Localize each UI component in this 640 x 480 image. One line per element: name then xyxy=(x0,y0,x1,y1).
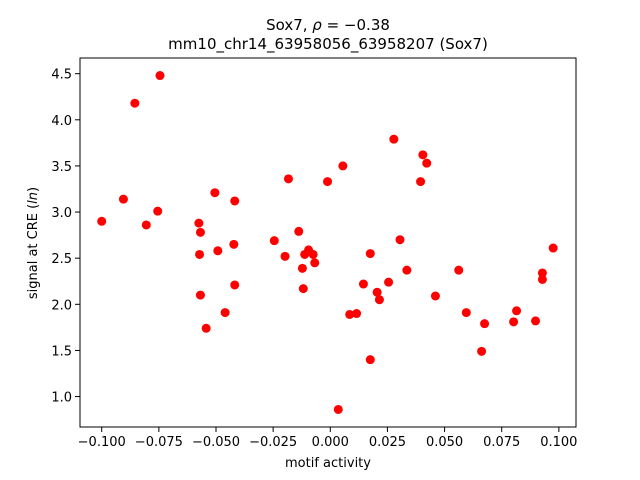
data-point xyxy=(118,194,128,204)
data-point xyxy=(297,263,307,273)
data-point xyxy=(269,236,279,246)
x-tick-label: −0.050 xyxy=(192,435,240,450)
data-point xyxy=(323,177,333,187)
data-points xyxy=(97,71,558,414)
y-tick-label: 2.0 xyxy=(51,298,72,313)
y-axis-ticks: 1.0 1.5 2.0 2.5 3.0 3.5 4.0 4.5 xyxy=(51,68,80,406)
data-point xyxy=(153,206,163,216)
data-point xyxy=(418,150,428,160)
data-point xyxy=(338,161,348,171)
y-tick-label: 1.0 xyxy=(51,391,72,406)
data-point xyxy=(548,243,558,253)
data-point xyxy=(294,226,304,236)
y-axis-label: signal at CRE (ln) xyxy=(26,187,41,299)
x-axis-label: motif activity xyxy=(285,456,371,471)
data-point xyxy=(220,308,230,318)
data-point xyxy=(358,279,368,289)
data-point xyxy=(477,346,487,356)
data-point xyxy=(389,134,399,144)
data-point xyxy=(141,220,151,230)
x-tick-label: 0.000 xyxy=(312,435,349,450)
y-tick-label: 1.5 xyxy=(51,344,72,359)
x-tick-label: 0.025 xyxy=(369,435,406,450)
y-tick-label: 2.5 xyxy=(51,252,72,267)
data-point xyxy=(365,355,375,365)
x-tick-label: −0.075 xyxy=(135,435,183,450)
x-tick-label: −0.025 xyxy=(249,435,297,450)
data-point xyxy=(195,249,205,259)
data-point xyxy=(430,291,440,301)
data-point xyxy=(229,239,239,249)
data-point xyxy=(509,317,519,327)
data-point xyxy=(395,235,405,245)
data-point xyxy=(374,295,384,305)
x-tick-label: 0.100 xyxy=(540,435,577,450)
data-point xyxy=(480,319,490,329)
data-point xyxy=(352,309,362,319)
chart-subtitle: mm10_chr14_63958056_63958207 (Sox7) xyxy=(168,35,488,54)
y-tick-label: 4.0 xyxy=(51,114,72,129)
title-rho-value: = −0.38 xyxy=(322,16,390,34)
data-point xyxy=(512,306,522,316)
data-point xyxy=(130,98,140,108)
y-tick-label: 3.0 xyxy=(51,206,72,221)
data-point xyxy=(213,246,223,256)
x-tick-label: 0.075 xyxy=(483,435,520,450)
data-point xyxy=(230,280,240,290)
data-point xyxy=(195,227,205,237)
data-point xyxy=(283,174,293,184)
data-point xyxy=(155,71,165,81)
data-point xyxy=(201,323,211,333)
chart-title: Sox7, ρ = −0.38 mm10_chr14_63958056_6395… xyxy=(168,16,488,54)
data-point xyxy=(402,265,412,275)
data-point xyxy=(280,251,290,261)
data-point xyxy=(298,284,308,294)
y-axis-label-prefix: signal at CRE ( xyxy=(26,204,41,299)
data-point xyxy=(416,177,426,187)
data-point xyxy=(372,287,382,297)
data-point xyxy=(537,274,547,284)
x-axis-ticks: −0.100 −0.075 −0.050 −0.025 0.000 0.025 0.050 0… xyxy=(78,427,577,450)
data-point xyxy=(210,188,220,198)
y-tick-label: 4.5 xyxy=(51,68,72,83)
data-point xyxy=(97,216,107,226)
data-point xyxy=(333,404,343,414)
y-tick-label: 3.5 xyxy=(51,160,72,175)
y-axis-label-suffix: ) xyxy=(26,187,41,192)
data-point xyxy=(345,309,355,319)
data-point xyxy=(308,249,318,259)
x-tick-label: −0.100 xyxy=(78,435,126,450)
title-prefix: Sox7, xyxy=(266,16,312,34)
data-point xyxy=(384,277,394,287)
x-tick-label: 0.050 xyxy=(426,435,463,450)
chart-title-line: Sox7, ρ = −0.38 xyxy=(266,16,390,34)
plot-area-frame xyxy=(79,57,577,428)
data-point xyxy=(365,249,375,259)
data-point xyxy=(461,308,471,318)
data-point xyxy=(195,290,205,300)
data-point xyxy=(537,268,547,278)
data-point xyxy=(230,196,240,206)
data-point xyxy=(422,158,432,168)
y-axis-label-italic: ln xyxy=(26,192,41,204)
data-point xyxy=(310,258,320,268)
data-point xyxy=(531,316,541,326)
data-point xyxy=(454,265,464,275)
data-point xyxy=(194,218,204,228)
title-rho-symbol: ρ xyxy=(312,16,322,34)
